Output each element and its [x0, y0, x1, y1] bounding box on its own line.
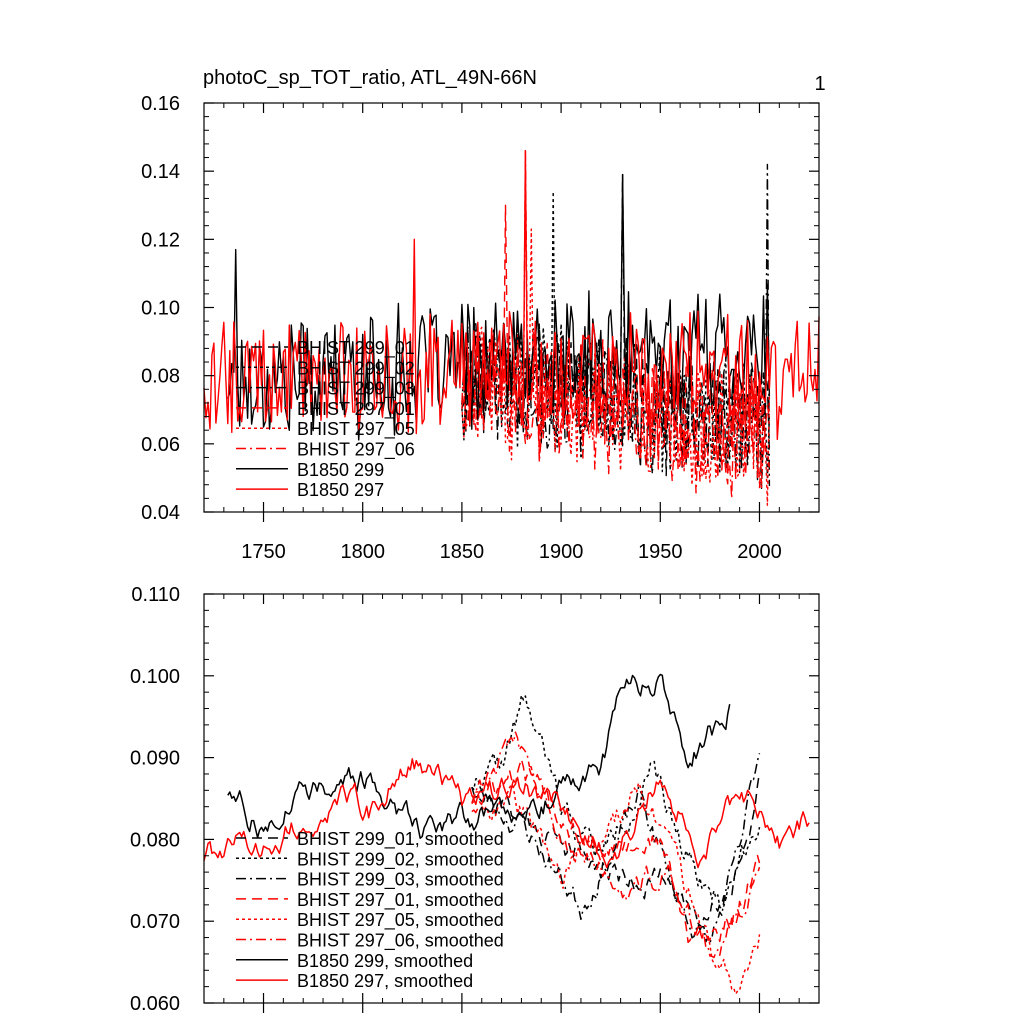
top-series-layer: [203, 149, 820, 506]
series-line-b1850-297-smoothed: [203, 758, 810, 869]
bottom-plot-frame: [203, 593, 820, 1004]
y-tick-label: 0.070: [130, 911, 180, 933]
figure-title: photoC_sp_TOT_ratio, ATL_49N-66N: [203, 67, 537, 89]
legend-label-bhist-297-01-smoothed: BHIST 297_01, smoothed: [297, 890, 504, 911]
bottom-panel: 0.060 0.070 0.080 0.090 0.100 0.110 BHIST 299…: [130, 584, 820, 1015]
series-line-bhist-297-06: [461, 149, 771, 499]
y-tick-label: 0.16: [141, 93, 180, 115]
y-tick-label: 0.04: [141, 502, 180, 524]
bottom-ticks-layer: 0.060 0.070 0.080 0.090 0.100 0.110: [130, 584, 820, 1015]
series-line-b1850-299-smoothed: [227, 673, 731, 839]
legend-label-bhist-297-06-smoothed: BHIST 297_06, smoothed: [297, 931, 504, 952]
legend-label-bhist-299-02: BHIST 299_02: [297, 358, 415, 379]
y-tick-label: 0.100: [130, 666, 180, 688]
legend-label-bhist-299-03-smoothed: BHIST 299_03, smoothed: [297, 870, 504, 891]
y-tick-label: 0.080: [130, 829, 180, 851]
series-line-bhist-299-02: [461, 190, 771, 479]
legend-label-bhist-297-05-smoothed: BHIST 297_05, smoothed: [297, 910, 504, 931]
x-tick-label: 1800: [340, 541, 385, 563]
legend-label-bhist-299-01: BHIST 299_01: [297, 338, 415, 359]
x-tick-label: 1950: [638, 541, 683, 563]
legend-label-bhist-297-01: BHIST 297_01: [297, 399, 415, 420]
y-tick-label: 0.12: [141, 229, 180, 251]
legend-label-bhist-297-05: BHIST 297_05: [297, 419, 415, 440]
x-tick-label: 1750: [241, 541, 286, 563]
x-tick-label: 2000: [737, 541, 782, 563]
legend-label-b1850-299: B1850 299: [297, 460, 384, 480]
legend-label-b1850-299-smoothed: B1850 299, smoothed: [297, 951, 473, 971]
series-line-bhist-299-01-smoothed: [471, 772, 761, 931]
legend-label-b1850-297: B1850 297: [297, 480, 384, 500]
series-line-b1850-297: [203, 149, 820, 441]
y-tick-label: 0.08: [141, 366, 180, 388]
series-line-bhist-297-06-smoothed: [471, 731, 761, 959]
x-tick-label: 1900: [539, 541, 584, 563]
series-line-bhist-297-05: [461, 228, 771, 506]
x-tick-label: 1850: [440, 541, 485, 563]
bottom-series-layer: [203, 673, 810, 995]
y-tick-label: 0.110: [131, 584, 180, 606]
y-tick-label: 0.10: [141, 298, 180, 320]
top-ticks-layer: 0.04 0.06 0.08 0.10 0.12 0.14 0.16 1750 1800 1850…: [141, 93, 820, 563]
series-line-bhist-297-01-smoothed: [471, 758, 761, 944]
legend-label-bhist-299-03: BHIST 299_03: [297, 379, 415, 400]
series-line-bhist-297-05-smoothed: [471, 782, 761, 995]
y-tick-label: 0.090: [130, 748, 180, 770]
y-tick-label: 0.06: [141, 434, 180, 456]
legend-label-b1850-297-smoothed: B1850 297, smoothed: [297, 971, 473, 991]
top-plot-frame: [203, 102, 820, 513]
panel-number-label: 1: [814, 73, 825, 95]
legend-label-bhist-299-02-smoothed: BHIST 299_02, smoothed: [297, 849, 504, 870]
y-tick-label: 0.060: [130, 993, 180, 1015]
y-tick-label: 0.14: [141, 161, 180, 183]
legend-label-bhist-297-06: BHIST 297_06: [297, 440, 415, 461]
top-panel: 0.04 0.06 0.08 0.10 0.12 0.14 0.16 1750 1800 1850…: [141, 93, 820, 563]
series-line-bhist-299-02-smoothed: [471, 694, 761, 909]
legend-label-bhist-299-01-smoothed: BHIST 299_01, smoothed: [297, 829, 504, 850]
